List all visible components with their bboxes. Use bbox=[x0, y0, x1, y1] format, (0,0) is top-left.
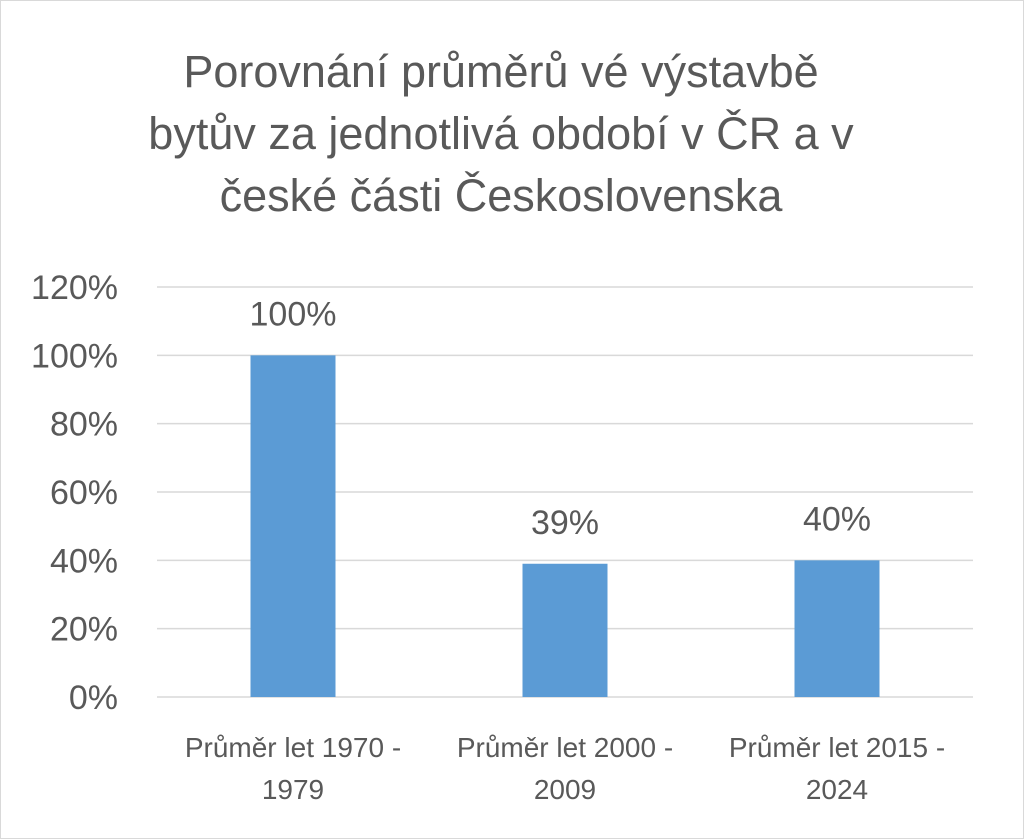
x-tick-label: Průměr let 2000 - bbox=[457, 732, 673, 763]
x-tick-label: 2009 bbox=[534, 774, 596, 805]
x-tick-label: Průměr let 1970 - bbox=[185, 732, 401, 763]
y-tick-label: 60% bbox=[50, 474, 118, 512]
x-tick-label: 1979 bbox=[262, 774, 324, 805]
y-tick-label: 20% bbox=[50, 611, 118, 649]
data-label: 39% bbox=[531, 504, 599, 542]
bar bbox=[794, 560, 880, 697]
data-label: 40% bbox=[803, 500, 871, 538]
chart-title-line: Porovnání průměrů vé výstavbě bbox=[183, 46, 819, 97]
bar bbox=[250, 355, 336, 697]
chart-title-line: bytův za jednotlivá období v ČR a v bbox=[148, 108, 854, 159]
x-tick-label: Průměr let 2015 - bbox=[729, 732, 945, 763]
y-tick-label: 80% bbox=[50, 406, 118, 444]
y-tick-label: 120% bbox=[31, 269, 118, 307]
chart-title: Porovnání průměrů vé výstavbě bytův za j… bbox=[61, 41, 941, 227]
chart-title-line: české části Československa bbox=[219, 170, 783, 221]
y-tick-label: 40% bbox=[50, 542, 118, 580]
bar bbox=[522, 563, 608, 697]
data-label: 100% bbox=[250, 295, 337, 333]
y-tick-label: 100% bbox=[31, 337, 118, 375]
y-tick-label: 0% bbox=[69, 679, 118, 717]
x-tick-label: 2024 bbox=[806, 774, 868, 805]
